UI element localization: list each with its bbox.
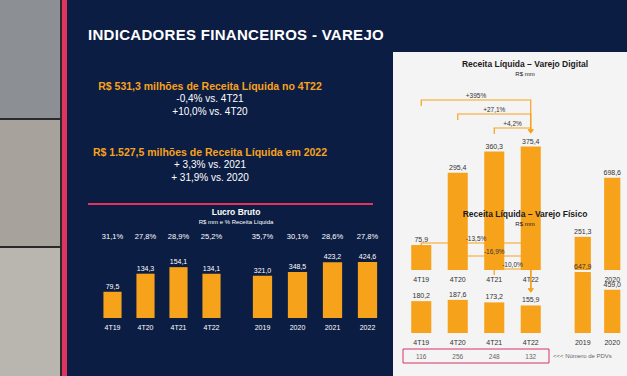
svg-text:2022: 2022 [360, 324, 376, 331]
svg-text:27,8%: 27,8% [135, 232, 157, 241]
svg-text:28,9%: 28,9% [168, 232, 190, 241]
svg-text:R$ mm: R$ mm [515, 221, 534, 227]
svg-text:Receita Líquida – Varejo Físic: Receita Líquida – Varejo Físico [463, 209, 588, 219]
html-text:-0,4% vs. 4T21: -0,4% vs. 4T21 [176, 93, 244, 104]
svg-text:35,7%: 35,7% [252, 232, 274, 241]
svg-text:4T21: 4T21 [486, 276, 502, 283]
svg-text:4T19: 4T19 [413, 339, 429, 346]
svg-text:251,3: 251,3 [574, 228, 592, 235]
svg-text:154,1: 154,1 [170, 258, 188, 265]
html-text:+ 31,9% vs. 2020: + 31,9% vs. 2020 [171, 172, 249, 183]
svg-text:4T19: 4T19 [105, 324, 121, 331]
svg-text:+27,1%: +27,1% [483, 106, 505, 113]
svg-text:4T21: 4T21 [171, 324, 187, 331]
svg-text:295,4: 295,4 [449, 164, 467, 171]
svg-text:4T22: 4T22 [204, 324, 220, 331]
svg-text:4T22: 4T22 [522, 276, 539, 283]
html-text:INDICADORES FINANCEIROS - VARE: INDICADORES FINANCEIROS - VAREJO [88, 26, 384, 43]
html-text:+10,0% vs. 4T20: +10,0% vs. 4T20 [172, 106, 248, 117]
svg-text:79,5: 79,5 [106, 283, 120, 290]
svg-text:27,8%: 27,8% [357, 232, 379, 241]
svg-text:2020: 2020 [290, 324, 306, 331]
svg-text:R$ mm e % Receita Líquida: R$ mm e % Receita Líquida [199, 219, 274, 225]
svg-text:-10,0%: -10,0% [502, 261, 523, 268]
svg-text:348,5: 348,5 [289, 263, 307, 270]
svg-text:647,9: 647,9 [574, 263, 592, 270]
svg-text:459,0: 459,0 [603, 281, 621, 288]
svg-text:4T20: 4T20 [450, 339, 466, 346]
svg-text:25,2%: 25,2% [201, 232, 223, 241]
svg-text:173,2: 173,2 [485, 293, 503, 300]
svg-text:187,6: 187,6 [449, 291, 467, 298]
svg-text:Receita Líquida – Varejo Digit: Receita Líquida – Varejo Digital [462, 59, 588, 69]
svg-text:321,0: 321,0 [254, 267, 272, 274]
svg-text:134,1: 134,1 [203, 265, 221, 272]
svg-text:375,4: 375,4 [522, 138, 540, 145]
svg-text:116: 116 [416, 353, 427, 360]
html-text:R$ 1.527,5 milhões de Receita: R$ 1.527,5 milhões de Receita Líquida em… [93, 146, 327, 158]
svg-text:4T20: 4T20 [450, 276, 466, 283]
svg-text:4T22: 4T22 [523, 339, 539, 346]
svg-text:360,3: 360,3 [485, 143, 503, 150]
svg-text:423,2: 423,2 [324, 253, 342, 260]
svg-text:256: 256 [452, 353, 463, 360]
svg-text:75,9: 75,9 [414, 236, 428, 243]
svg-text:2020: 2020 [604, 276, 620, 283]
html-text:+ 3,3% vs. 2021: + 3,3% vs. 2021 [174, 159, 246, 170]
svg-text:28,6%: 28,6% [322, 232, 344, 241]
svg-text:4T21: 4T21 [486, 339, 502, 346]
svg-text:2020: 2020 [604, 339, 620, 346]
svg-text:2021: 2021 [325, 324, 341, 331]
svg-text:R$ mm: R$ mm [515, 71, 534, 77]
svg-text:-16,9%: -16,9% [484, 248, 505, 255]
svg-text:424,6: 424,6 [359, 253, 377, 260]
svg-text:248: 248 [489, 353, 500, 360]
html-text:R$ 531,3 milhões de Receita Lí: R$ 531,3 milhões de Receita Líquida no 4… [98, 80, 322, 92]
svg-text:2019: 2019 [575, 339, 591, 346]
svg-text:4T19: 4T19 [413, 276, 429, 283]
svg-text:180,2: 180,2 [412, 292, 430, 299]
svg-text:+4,2%: +4,2% [503, 120, 522, 127]
svg-text:30,1%: 30,1% [287, 232, 309, 241]
svg-text:-13,5%: -13,5% [466, 235, 487, 242]
svg-text:4T20: 4T20 [138, 324, 154, 331]
svg-text:134,3: 134,3 [137, 265, 155, 272]
svg-text:31,1%: 31,1% [102, 232, 124, 241]
svg-text:2019: 2019 [255, 324, 271, 331]
svg-text:155,9: 155,9 [522, 296, 540, 303]
svg-text:Lucro Bruto: Lucro Bruto [212, 207, 261, 217]
svg-text:132: 132 [525, 353, 536, 360]
svg-text:+395%: +395% [466, 92, 487, 99]
svg-text:<<< Número de PDVs: <<< Número de PDVs [553, 353, 612, 359]
svg-text:698,6: 698,6 [603, 169, 621, 176]
